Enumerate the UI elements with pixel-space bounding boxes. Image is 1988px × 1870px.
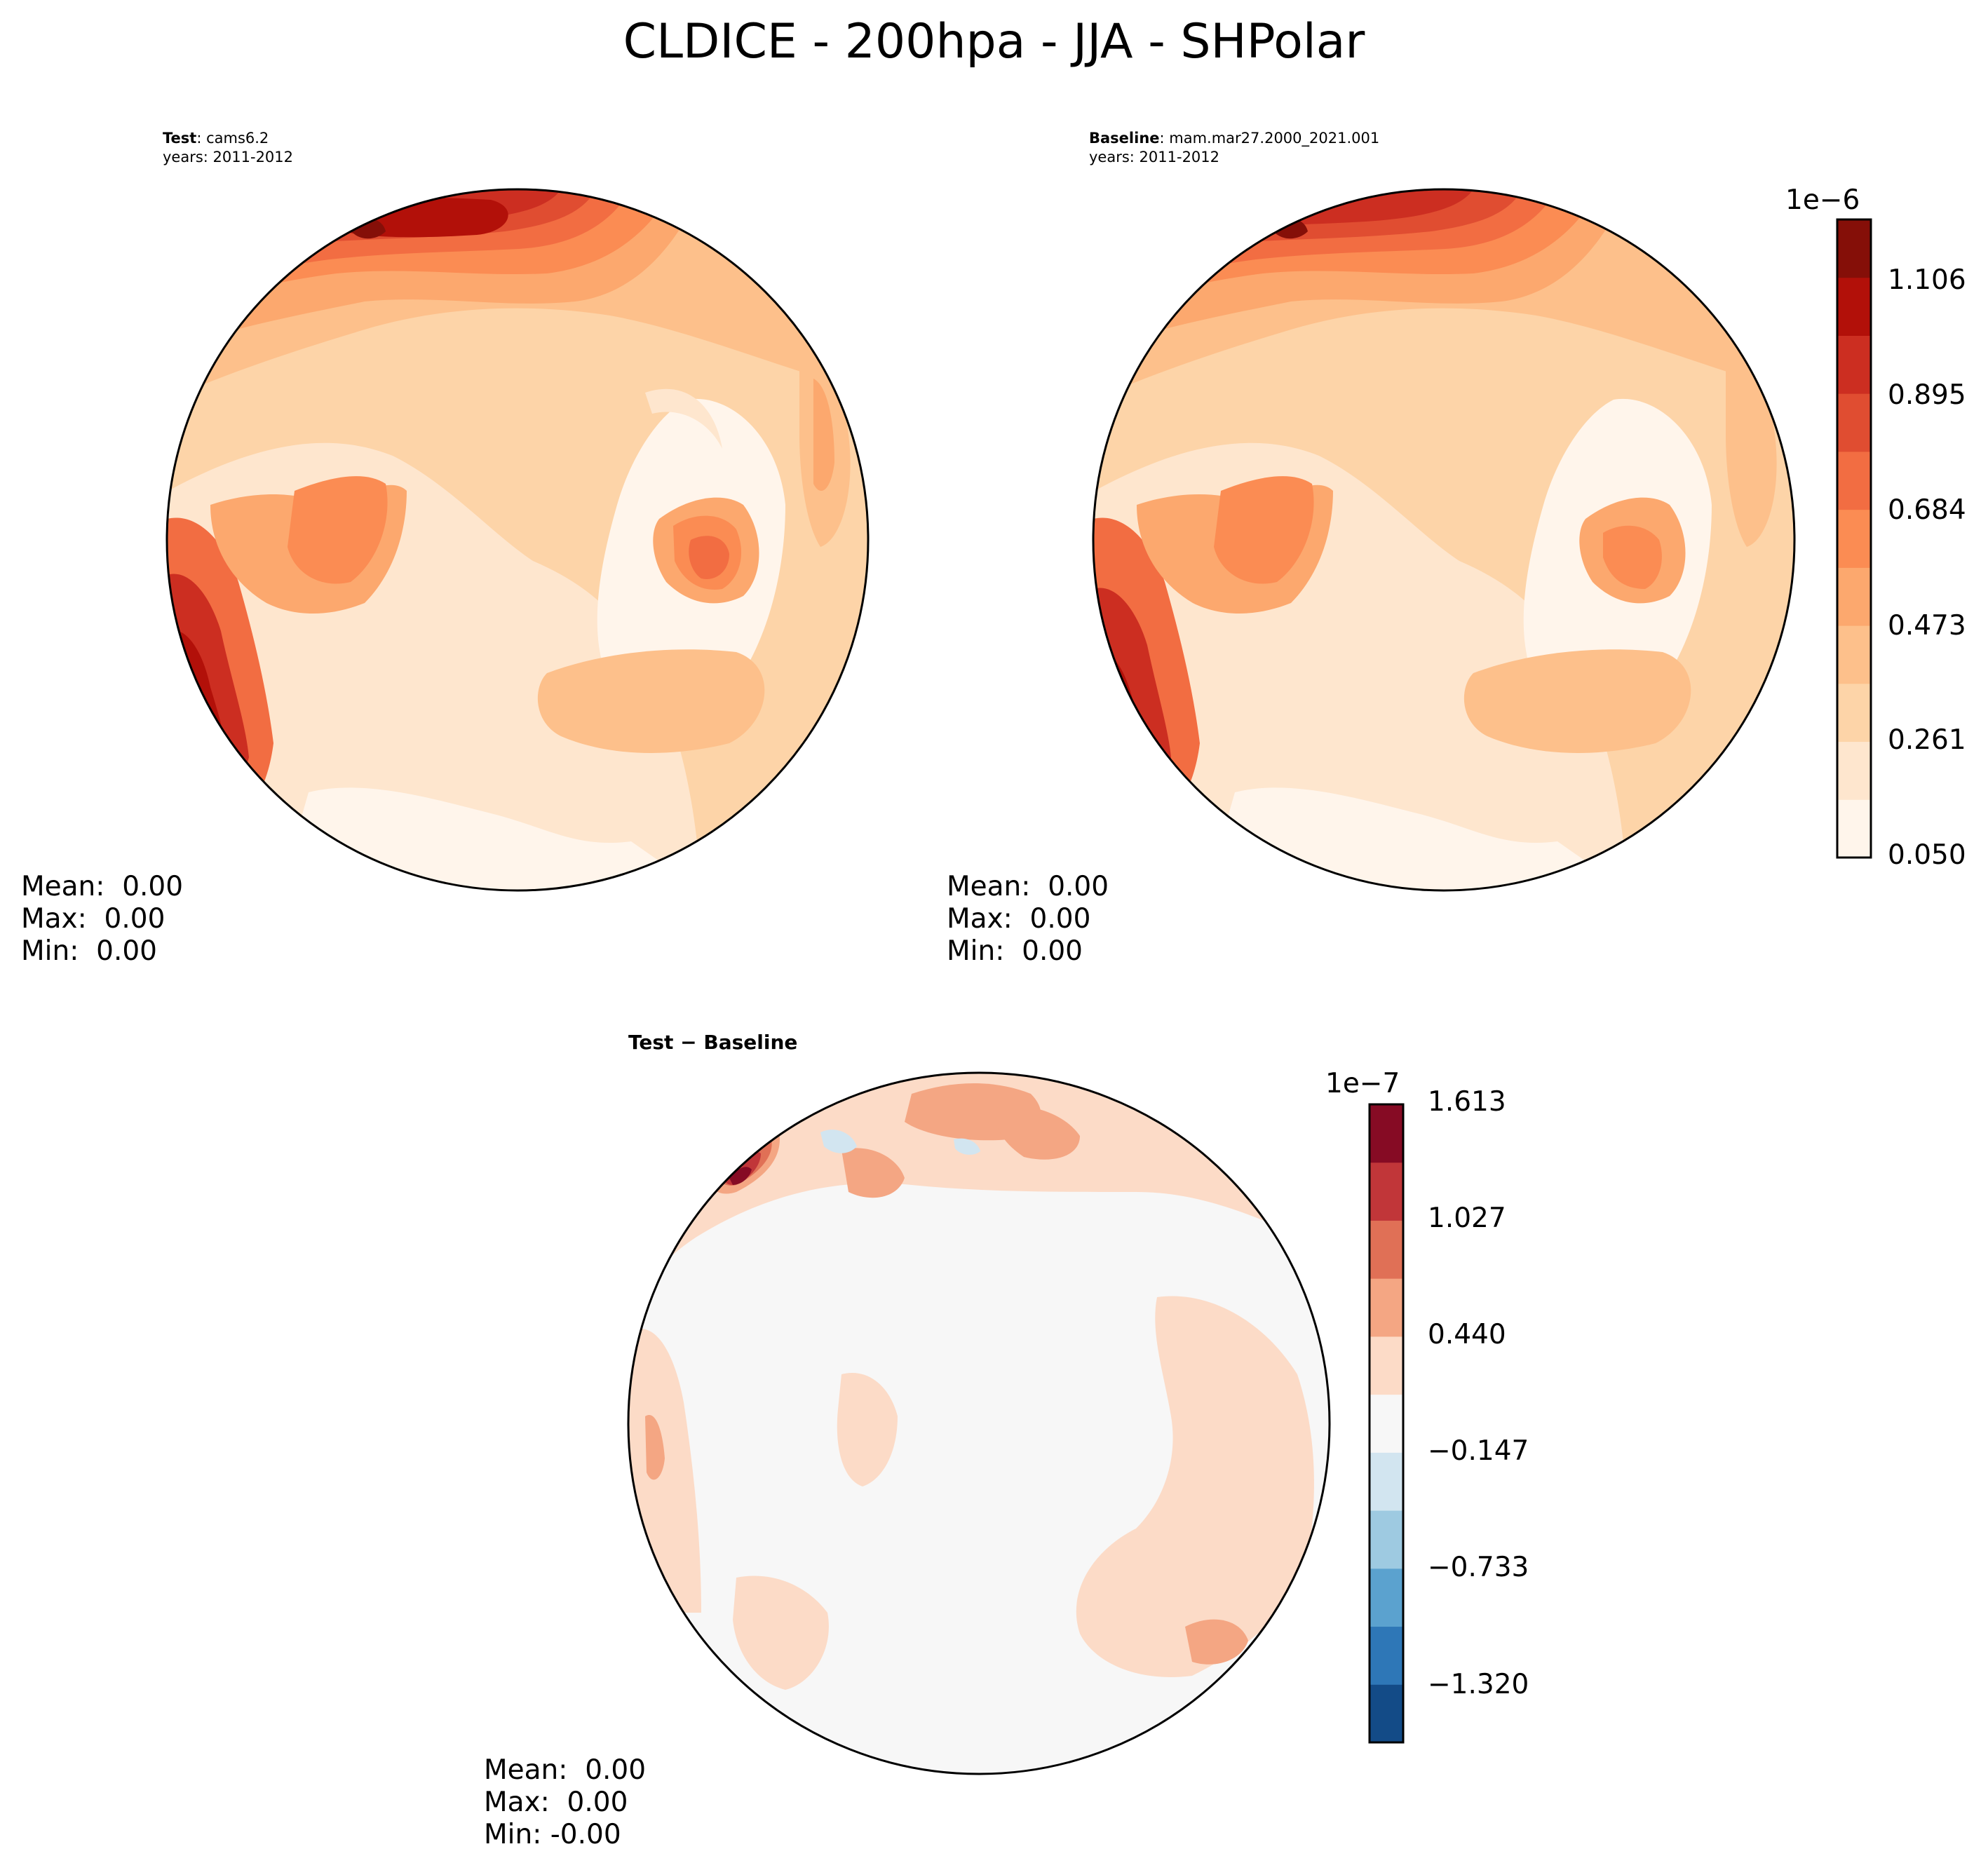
diff-colorbar-segment bbox=[1370, 1510, 1403, 1569]
main-colorbar-segment bbox=[1837, 451, 1871, 510]
diff-map bbox=[628, 1073, 1330, 1774]
test-min: Min: 0.00 bbox=[21, 935, 157, 967]
main-colorbar-frame bbox=[1836, 218, 1872, 859]
baseline-max: Max: 0.00 bbox=[947, 903, 1091, 935]
diff-panel-label: Test − Baseline bbox=[628, 1033, 797, 1052]
diff-colorbar-segment bbox=[1370, 1568, 1403, 1627]
diff-colorbar-frame bbox=[1368, 1103, 1405, 1744]
main-colorbar bbox=[1836, 218, 1872, 859]
test-panel-label: Test: cams6.2 years: 2011-2012 bbox=[163, 129, 293, 167]
diff-cbar-tick: −1.320 bbox=[1428, 1669, 1529, 1700]
diff-map-boundary bbox=[627, 1071, 1331, 1775]
diff-colorbar-exponent: 1e−7 bbox=[1325, 1068, 1400, 1099]
main-colorbar-segment bbox=[1837, 741, 1871, 800]
test-label-bold: Test bbox=[163, 130, 197, 147]
test-map bbox=[167, 189, 868, 890]
main-colorbar-segment bbox=[1837, 567, 1871, 626]
diff-colorbar-segment bbox=[1370, 1162, 1403, 1221]
main-colorbar-segment bbox=[1837, 219, 1871, 278]
diff-colorbar-segment bbox=[1370, 1336, 1403, 1395]
main-colorbar-segment bbox=[1837, 683, 1871, 743]
test-map-boundary bbox=[165, 188, 870, 892]
diff-colorbar-segment bbox=[1370, 1278, 1403, 1337]
diff-mean: Mean: 0.00 bbox=[484, 1754, 647, 1786]
baseline-label-name: : mam.mar27.2000_2021.001 bbox=[1159, 130, 1380, 147]
diff-cbar-tick: −0.733 bbox=[1428, 1552, 1529, 1583]
diff-colorbar-segment bbox=[1370, 1104, 1403, 1163]
diff-cbar-tick: −0.147 bbox=[1428, 1435, 1529, 1467]
diff-label-bold: Test − Baseline bbox=[628, 1031, 798, 1054]
baseline-stats: Mean: 0.00 Max: 0.00 Min: 0.00 bbox=[947, 871, 1109, 968]
main-cbar-tick: 1.106 bbox=[1888, 264, 1966, 296]
diff-colorbar-segment bbox=[1370, 1626, 1403, 1685]
diff-stats: Mean: 0.00 Max: 0.00 Min: -0.00 bbox=[484, 1754, 646, 1851]
figure-title: CLDICE - 200hpa - JJA - SHPolar bbox=[623, 14, 1365, 69]
main-cbar-tick: 0.684 bbox=[1888, 494, 1966, 526]
baseline-label-bold: Baseline bbox=[1089, 130, 1160, 147]
diff-colorbar bbox=[1368, 1103, 1405, 1744]
test-max: Max: 0.00 bbox=[21, 903, 165, 935]
baseline-min: Min: 0.00 bbox=[947, 935, 1083, 967]
main-colorbar-segment bbox=[1837, 625, 1871, 684]
baseline-map bbox=[1093, 189, 1794, 890]
diff-colorbar-segment bbox=[1370, 1394, 1403, 1453]
test-label-name: : cams6.2 bbox=[196, 130, 269, 147]
baseline-panel-label: Baseline: mam.mar27.2000_2021.001 years:… bbox=[1089, 129, 1379, 167]
test-mean: Mean: 0.00 bbox=[21, 871, 184, 902]
main-cbar-tick: 0.261 bbox=[1888, 724, 1966, 756]
main-colorbar-exponent: 1e−6 bbox=[1785, 184, 1860, 216]
test-stats: Mean: 0.00 Max: 0.00 Min: 0.00 bbox=[21, 871, 183, 968]
main-cbar-tick: 0.895 bbox=[1888, 379, 1966, 411]
diff-cbar-tick: 1.613 bbox=[1428, 1086, 1506, 1118]
main-cbar-tick: 0.050 bbox=[1888, 839, 1966, 871]
main-colorbar-segment bbox=[1837, 277, 1871, 336]
diff-max: Max: 0.00 bbox=[484, 1787, 628, 1818]
diff-cbar-tick: 1.027 bbox=[1428, 1202, 1506, 1234]
diff-colorbar-segment bbox=[1370, 1684, 1403, 1743]
diff-colorbar-segment bbox=[1370, 1452, 1403, 1511]
diff-cbar-tick: 0.440 bbox=[1428, 1319, 1506, 1350]
baseline-mean: Mean: 0.00 bbox=[947, 871, 1109, 902]
main-colorbar-segment bbox=[1837, 509, 1871, 568]
baseline-map-boundary bbox=[1092, 188, 1796, 892]
main-colorbar-segment bbox=[1837, 799, 1871, 858]
main-cbar-tick: 0.473 bbox=[1888, 610, 1966, 642]
test-label-years: years: 2011-2012 bbox=[163, 149, 294, 165]
diff-min: Min: -0.00 bbox=[484, 1819, 621, 1850]
main-colorbar-segment bbox=[1837, 393, 1871, 452]
diff-colorbar-segment bbox=[1370, 1220, 1403, 1279]
main-colorbar-segment bbox=[1837, 335, 1871, 394]
baseline-label-years: years: 2011-2012 bbox=[1089, 149, 1220, 165]
